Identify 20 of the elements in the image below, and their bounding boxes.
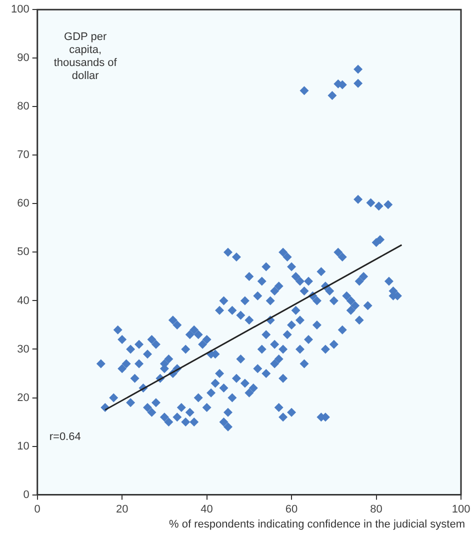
y-tick-label: 100 [10, 4, 30, 16]
x-tick-label: 80 [370, 503, 382, 516]
x-tick-label: 100 [452, 503, 470, 516]
x-tick-label: 40 [200, 503, 213, 516]
x-tick-label: 20 [116, 503, 128, 516]
y-axis-title: GDP per capita, thousands of dollar [54, 31, 118, 82]
y-tick-label: 60 [17, 198, 30, 210]
y-tick-label: 10 [17, 440, 30, 452]
y-tick-label: 0 [23, 488, 30, 501]
x-axis-title: % of respondents indicating confidence in the judicial system [169, 518, 465, 530]
y-tick-label: 90 [17, 52, 30, 64]
y-tick-label: 30 [17, 343, 30, 356]
y-tick-label: 20 [17, 392, 30, 404]
x-tick-label: 60 [285, 503, 298, 516]
y-tick-label: 50 [17, 246, 30, 258]
y-tick-label: 70 [17, 149, 30, 162]
y-tick-label: 40 [17, 294, 30, 307]
x-tick-label: 0 [34, 503, 40, 516]
y-tick-label: 80 [17, 100, 30, 113]
annotation: r=0.64 [49, 430, 81, 443]
